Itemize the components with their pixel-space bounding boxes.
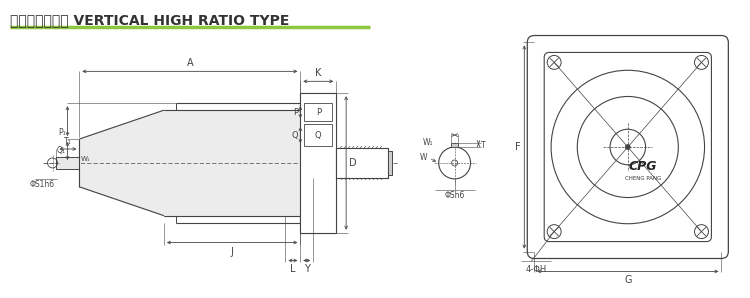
Text: P: P [293, 108, 298, 117]
Text: ΦS1h6: ΦS1h6 [30, 180, 55, 189]
Bar [300, 93, 336, 233]
Text: W₁: W₁ [80, 156, 90, 162]
Text: CPG: CPG [628, 160, 657, 173]
Bar [452, 143, 458, 147]
Circle shape [626, 145, 630, 150]
Polygon shape [80, 110, 164, 216]
Text: K: K [315, 68, 322, 78]
Text: T: T [481, 141, 485, 150]
Bar [304, 124, 332, 146]
Text: Q: Q [292, 131, 298, 139]
FancyBboxPatch shape [544, 52, 712, 242]
Text: W: W [419, 153, 427, 162]
Polygon shape [300, 93, 336, 233]
Text: Q: Q [315, 131, 322, 139]
Text: P₁: P₁ [58, 128, 65, 137]
Text: F: F [514, 142, 520, 152]
Bar [304, 103, 332, 121]
Text: Y: Y [304, 264, 310, 274]
Text: W₁: W₁ [423, 138, 433, 147]
Bar [56, 157, 80, 169]
Text: T₁: T₁ [64, 137, 72, 146]
Text: A: A [187, 58, 194, 68]
Polygon shape [164, 110, 300, 216]
Text: ΦSh6: ΦSh6 [445, 191, 465, 200]
Text: 4-ΦH: 4-ΦH [526, 266, 547, 274]
Text: L: L [290, 264, 296, 274]
FancyBboxPatch shape [527, 35, 728, 258]
Text: G: G [624, 275, 632, 285]
Polygon shape [336, 148, 388, 178]
Text: J: J [231, 246, 233, 257]
Text: P: P [316, 108, 321, 117]
Text: D: D [349, 158, 357, 168]
Bar [388, 151, 392, 175]
Text: Q₁: Q₁ [56, 147, 65, 156]
Text: CHENG PANG: CHENG PANG [625, 176, 661, 181]
Text: 立式高速比雙軸 VERTICAL HIGH RATIO TYPE: 立式高速比雙軸 VERTICAL HIGH RATIO TYPE [10, 14, 289, 28]
Bar [336, 148, 388, 178]
